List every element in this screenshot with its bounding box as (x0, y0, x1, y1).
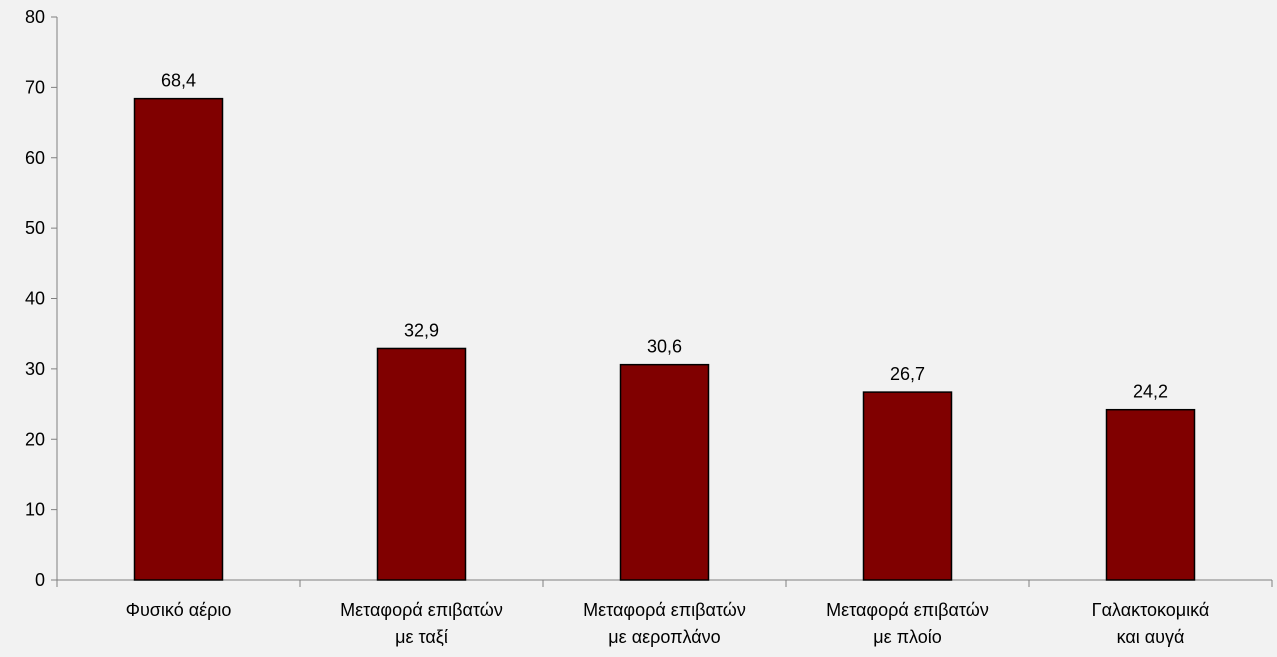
data-labels: 68,4 32,9 30,6 26,7 24,2 (161, 71, 1168, 402)
category-label: Μεταφορά επιβατών με ταξί (340, 600, 503, 647)
y-tick-label: 10 (25, 500, 45, 520)
data-label: 32,9 (404, 320, 439, 340)
y-tick-label: 70 (25, 77, 45, 97)
y-tick-label: 30 (25, 359, 45, 379)
y-tick-label: 80 (25, 7, 45, 27)
category-label: Γαλακτοκομικά και αυγά (1092, 600, 1210, 647)
bars (133, 97, 1196, 581)
bar (133, 97, 224, 581)
data-label: 68,4 (161, 71, 196, 91)
y-tick-label: 40 (25, 289, 45, 309)
y-tick-label: 0 (35, 570, 45, 590)
bar (1105, 408, 1196, 581)
category-label: Μεταφορά επιβατών με πλοίο (826, 600, 989, 647)
bar (862, 391, 953, 581)
category-label: Μεταφορά επιβατών με αεροπλάνο (583, 600, 746, 647)
y-axis: 0 10 20 30 40 50 60 70 80 (25, 7, 58, 590)
data-label: 26,7 (890, 364, 925, 384)
data-label: 24,2 (1133, 382, 1168, 402)
y-tick-label: 60 (25, 148, 45, 168)
category-labels: Φυσικό αέριο Μεταφορά επιβατών με ταξί Μετα… (126, 600, 1210, 647)
x-axis (56, 579, 1273, 587)
bar (376, 347, 467, 581)
category-label: Φυσικό αέριο (126, 600, 232, 620)
data-label: 30,6 (647, 337, 682, 357)
y-tick-label: 50 (25, 218, 45, 238)
bar (619, 363, 710, 581)
y-tick-label: 20 (25, 429, 45, 449)
